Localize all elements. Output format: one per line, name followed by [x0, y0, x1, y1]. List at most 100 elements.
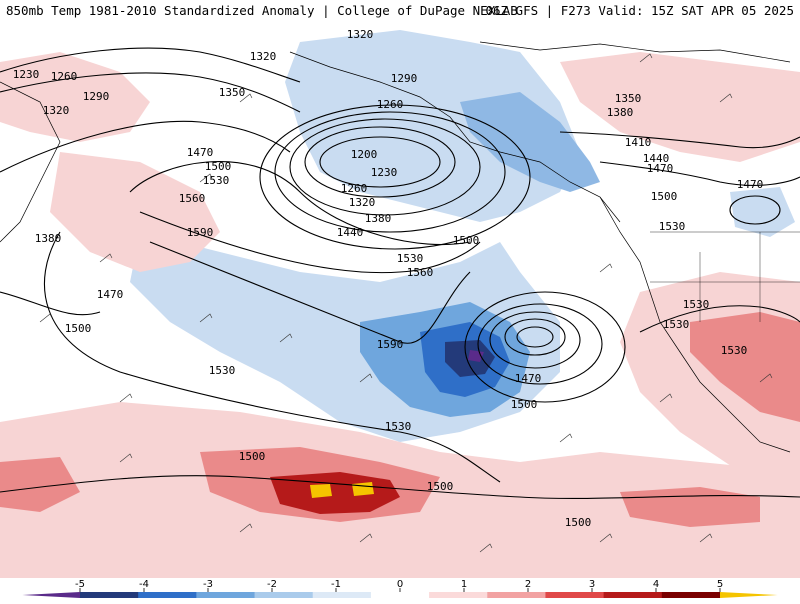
warm-anomaly-tropics-west: [0, 457, 80, 512]
contour-label: 1590: [377, 338, 404, 351]
ridge-contour-1530: [129, 161, 471, 246]
low-center-contour: [319, 136, 441, 188]
arctic-coastline: [479, 41, 791, 63]
contour-1470-west: [0, 291, 101, 316]
colorbar-tick-label: -5: [75, 579, 85, 590]
contour-label: 1470: [737, 178, 764, 191]
contour-label: 1530: [385, 420, 412, 433]
map-header: 850mb Temp 1981-2010 Standardized Anomal…: [0, 0, 800, 23]
coastline-layer: [0, 41, 800, 453]
contour-label: 1260: [51, 70, 78, 83]
colorbar-tick-label: -1: [331, 579, 341, 590]
warm-anomaly-southwest-mid: [690, 312, 800, 422]
colorbar-legend: -5 -4 -3 -2 -1 0 1 2 3 4 5: [0, 578, 800, 600]
cold-anomaly-gulf: [285, 30, 580, 222]
colorbar-segment: [661, 592, 721, 598]
colorbar-segment: [429, 592, 488, 598]
colorbar-segment: [138, 592, 197, 598]
siberia-coastline: [0, 81, 61, 243]
high-center-contour: [729, 195, 781, 225]
colorbar-segment: [80, 592, 139, 598]
contour-1500-tropics: [0, 475, 800, 499]
warm-anomaly-arctic: [560, 52, 800, 162]
map-title: 850mb Temp 1981-2010 Standardized Anomal…: [6, 3, 518, 18]
colorbar-segment: [370, 592, 430, 598]
contour-label: 1500: [427, 480, 454, 493]
contour-1410-east: [599, 161, 800, 186]
colorbar-tick-label: 1: [461, 579, 467, 590]
contour-label: 1530: [721, 344, 748, 357]
contour-label: 1380: [607, 106, 634, 119]
colorbar-segment: [545, 592, 605, 598]
contour-label: 1320: [347, 28, 374, 41]
colorbar-segment: [196, 592, 256, 598]
colorbar-svg: -5 -4 -3 -2 -1 0 1 2 3 4 5: [22, 579, 778, 598]
contour-label-layer: 1320 1230 1260 1290 1320 1350 1320 1290 …: [13, 28, 764, 529]
contour-label: 1290: [83, 90, 110, 103]
contour-label: 1530: [683, 298, 710, 311]
contour-label: 1320: [43, 104, 70, 117]
contour-label: 1500: [511, 398, 538, 411]
contour-label: 1530: [397, 252, 424, 265]
contour-1350-north: [0, 120, 291, 173]
colorbar-segment: [487, 592, 546, 598]
contour-label: 1350: [219, 86, 246, 99]
us-state-borders: [650, 231, 800, 322]
contour-label: 1560: [179, 192, 206, 205]
cutoff-low-contour: [516, 326, 554, 348]
cold-anomaly-east: [730, 187, 795, 237]
alaska-coastline: [289, 51, 621, 223]
contour-1380-east: [559, 131, 800, 149]
contour-label: 1470: [97, 288, 124, 301]
ridge-contour-1590: [149, 241, 471, 344]
colorbar-cap-high: [720, 592, 778, 598]
ridge-contour-1560: [139, 211, 481, 274]
colorbar-segment: [254, 592, 314, 598]
contour-label: 1530: [203, 174, 230, 187]
colorbar-tick-label: 0: [397, 579, 403, 590]
cold-anomaly-coast: [460, 92, 600, 192]
contour-1320-north: [0, 47, 301, 83]
colorbar-tick-label: 2: [525, 579, 531, 590]
contour-label: 1500: [453, 234, 480, 247]
contour-1530-southwest: [639, 305, 800, 333]
colorbar-cap-low: [22, 592, 80, 598]
model-run-label: 06Z GFS | F273 Valid: 15Z SAT APR 05 202…: [485, 3, 794, 18]
contour-1500-pacific: [43, 231, 501, 483]
contour-label: 1500: [565, 516, 592, 529]
colorbar-segment: [603, 592, 663, 598]
contour-1290-north: [0, 72, 301, 113]
contour-label: 1530: [209, 364, 236, 377]
contour-label: 1440: [337, 226, 364, 239]
map-canvas: 1320 1230 1260 1290 1320 1350 1320 1290 …: [0, 28, 800, 578]
map-panel: 1320 1230 1260 1290 1320 1350 1320 1290 …: [0, 22, 800, 578]
colorbar-segment: [312, 592, 372, 598]
contour-label: 1200: [351, 148, 378, 161]
contour-label: 1410: [625, 136, 652, 149]
contour-label: 1560: [407, 266, 434, 279]
warm-anomaly-west: [50, 152, 220, 272]
colorbar-tick-label: -2: [267, 579, 277, 590]
colorbar-tick-label: 5: [717, 579, 723, 590]
contour-label: 1320: [349, 196, 376, 209]
wind-barb-layer: [39, 53, 773, 553]
anomaly-fill-layer: [0, 30, 800, 578]
contour-label: 1500: [651, 190, 678, 203]
contour-label: 1470: [515, 372, 542, 385]
contour-label: 1500: [239, 450, 266, 463]
contour-label: 1530: [663, 318, 690, 331]
contour-label: 1260: [341, 182, 368, 195]
contour-label: 1530: [659, 220, 686, 233]
contour-label: 1500: [205, 160, 232, 173]
height-contour-layer: [0, 47, 800, 499]
contour-label: 1230: [13, 68, 40, 81]
contour-label: 1350: [615, 92, 642, 105]
contour-label: 1320: [250, 50, 277, 63]
colorbar-tick-label: 3: [589, 579, 595, 590]
contour-label: 1290: [391, 72, 418, 85]
contour-label: 1470: [647, 162, 674, 175]
contour-label: 1470: [187, 146, 214, 159]
contour-label: 1230: [371, 166, 398, 179]
contour-label: 1590: [187, 226, 214, 239]
